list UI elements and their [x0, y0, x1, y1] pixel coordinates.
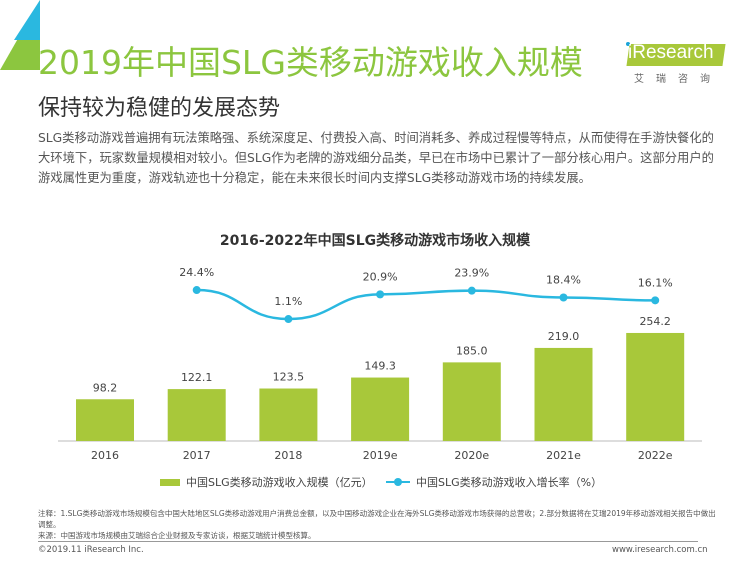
copyright: ©2019.11 iResearch Inc. [38, 545, 144, 555]
bar [442, 362, 501, 441]
bar-value-label: 98.2 [93, 381, 118, 394]
growth-value-label: 24.4% [179, 266, 214, 279]
growth-value-label: 18.4% [546, 273, 581, 286]
growth-value-label: 16.1% [638, 276, 673, 289]
bar-value-label: 149.3 [364, 360, 396, 373]
x-tick-label: 2019e [363, 449, 398, 462]
summary-paragraph: SLG类移动游戏普遍拥有玩法策略强、系统深度足、付费投入高、时间消耗多、养成过程… [38, 131, 714, 185]
growth-point [559, 293, 568, 302]
growth-line [196, 288, 656, 321]
growth-point [284, 315, 293, 324]
x-tick-label: 2020e [454, 449, 489, 462]
bar-value-label: 122.1 [181, 371, 213, 384]
footnotes: 注释：1.SLG类移动游戏市场规模包含中国大陆地区SLG类移动游戏用户消费总金额… [38, 508, 718, 541]
bar [534, 347, 593, 441]
website-url: www.iresearch.com.cn [612, 545, 708, 555]
bar [351, 377, 410, 441]
bar [259, 388, 318, 441]
growth-point [467, 286, 476, 295]
bar [626, 332, 685, 441]
chart-title: 2016-2022年中国SLG类移动游戏市场收入规模 [219, 233, 531, 249]
bar-value-label: 219.0 [548, 330, 580, 343]
growth-value-label: 20.9% [363, 270, 398, 283]
bar [76, 399, 134, 441]
growth-point [651, 296, 660, 305]
x-tick-label: 2022e [638, 449, 673, 462]
page-number: 17 [722, 543, 738, 557]
x-tick-label: 2021e [546, 449, 581, 462]
iresearch-logo: iResearch 艾瑞咨询 [618, 40, 738, 90]
page-title: 2019年中国SLG类移动游戏收入规模 [38, 43, 583, 82]
bar-value-label: 185.0 [456, 344, 488, 357]
legend-item-revenue: 中国SLG类移动游戏收入规模（亿元） [160, 474, 373, 490]
growth-point [376, 290, 385, 299]
corner-decoration [0, 0, 40, 70]
divider [38, 541, 698, 542]
source-text: 来源：中国游戏市场规模由艾瑞综合企业财报及专家访谈，根据艾瑞统计模型核算。 [38, 531, 316, 540]
bar-value-label: 123.5 [273, 371, 305, 384]
bar [167, 389, 226, 441]
growth-point [192, 286, 201, 295]
legend-bar-swatch [160, 478, 180, 486]
x-tick-label: 2016 [91, 449, 119, 462]
page-subtitle: 保持较为稳健的发展态势 [38, 96, 281, 121]
x-tick-label: 2018 [274, 449, 302, 462]
legend-line-swatch [386, 478, 410, 486]
legend-item-growth: 中国SLG类移动游戏收入增长率（%） [386, 474, 602, 490]
note-text: 注释：1.SLG类移动游戏市场规模包含中国大陆地区SLG类移动游戏用户消费总金额… [38, 509, 716, 529]
bar-value-label: 254.2 [639, 315, 671, 328]
growth-value-label: 23.9% [454, 267, 489, 280]
x-tick-label: 2017 [183, 449, 211, 462]
growth-value-label: 1.1% [274, 295, 302, 308]
